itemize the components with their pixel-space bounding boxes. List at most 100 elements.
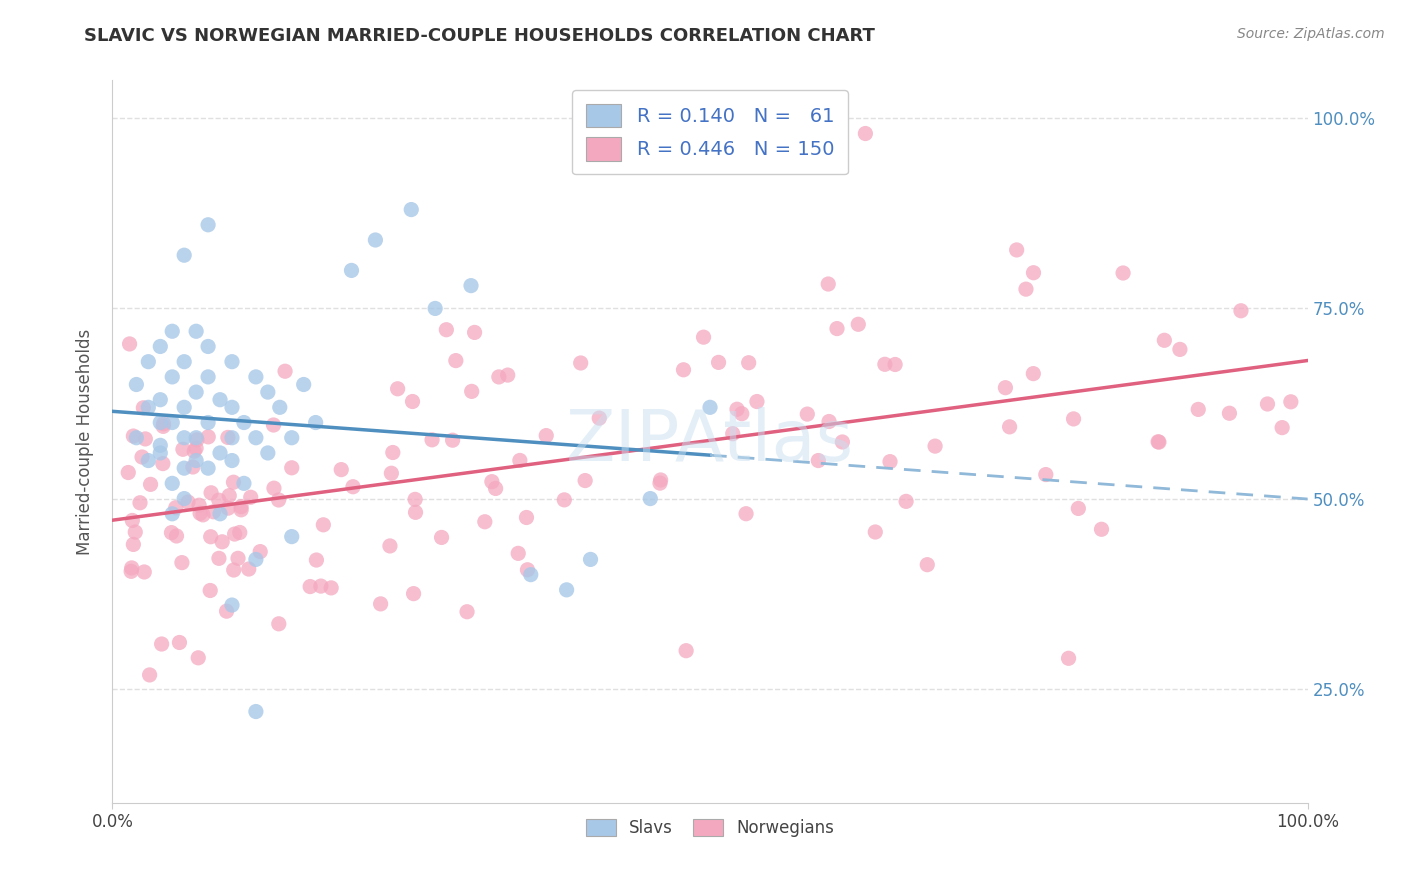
Point (269, 401, 291, 415)
Point (218, 489, 240, 503)
Point (138, 668, 160, 682)
Point (160, 525, 183, 540)
Point (134, 565, 156, 579)
Point (378, 539, 401, 553)
Point (173, 248, 195, 262)
Point (1090, 522, 1112, 536)
Point (1279, 394, 1302, 409)
Point (267, 493, 290, 508)
Point (186, 385, 208, 400)
Point (508, 546, 530, 560)
Point (125, 431, 148, 445)
Point (224, 527, 246, 541)
Point (569, 356, 592, 370)
Point (121, 561, 143, 575)
Point (1168, 343, 1191, 357)
Point (238, 562, 260, 576)
Point (208, 551, 231, 566)
Point (221, 401, 243, 415)
Point (831, 434, 853, 449)
Point (183, 444, 205, 458)
Point (162, 416, 183, 430)
Point (484, 482, 506, 496)
Point (197, 370, 219, 384)
Point (1063, 412, 1085, 426)
Point (217, 430, 239, 444)
Point (430, 531, 453, 545)
Point (330, 462, 353, 476)
Point (132, 401, 155, 415)
Point (745, 394, 768, 409)
Point (555, 582, 578, 597)
Point (1153, 334, 1175, 348)
Point (231, 500, 253, 514)
Point (197, 339, 219, 353)
Point (188, 506, 211, 520)
Point (239, 490, 262, 504)
Point (162, 370, 183, 384)
Point (553, 492, 575, 507)
Point (209, 507, 232, 521)
Point (122, 537, 145, 551)
Point (759, 122, 782, 136)
Point (731, 407, 754, 421)
Point (404, 492, 426, 507)
Point (200, 530, 222, 544)
Point (233, 416, 256, 430)
Point (197, 218, 219, 232)
Point (520, 567, 543, 582)
Point (879, 455, 901, 469)
Point (149, 446, 172, 460)
Point (456, 605, 478, 619)
Point (200, 583, 222, 598)
Point (640, 491, 662, 506)
Point (342, 480, 364, 494)
Point (125, 377, 148, 392)
Text: ZIPAtlas: ZIPAtlas (567, 407, 853, 476)
Point (917, 558, 939, 572)
Point (441, 433, 464, 447)
Point (1005, 243, 1028, 257)
Point (162, 507, 183, 521)
Point (245, 431, 267, 445)
Point (309, 579, 332, 593)
Point (281, 431, 304, 445)
Point (208, 493, 231, 508)
Point (725, 402, 748, 417)
Point (509, 453, 531, 467)
Point (380, 467, 402, 481)
Point (312, 517, 335, 532)
Point (1230, 303, 1253, 318)
Point (1218, 406, 1240, 420)
Point (699, 401, 721, 415)
Point (149, 339, 172, 353)
Point (209, 392, 232, 407)
Point (381, 445, 404, 459)
Point (263, 417, 285, 432)
Point (226, 551, 249, 566)
Point (139, 477, 162, 491)
Point (186, 324, 208, 338)
Point (169, 635, 191, 649)
Point (117, 466, 139, 480)
Point (118, 337, 141, 351)
Point (215, 604, 238, 618)
Text: Source: ZipAtlas.com: Source: ZipAtlas.com (1237, 27, 1385, 41)
Point (534, 428, 557, 442)
Point (188, 498, 211, 512)
Point (675, 643, 697, 657)
Text: SLAVIC VS NORWEGIAN MARRIED-COUPLE HOUSEHOLDS CORRELATION CHART: SLAVIC VS NORWEGIAN MARRIED-COUPLE HOUSE… (84, 27, 875, 45)
Point (707, 355, 730, 369)
Point (280, 460, 302, 475)
Point (1271, 420, 1294, 434)
Point (444, 353, 467, 368)
Point (211, 534, 233, 549)
Point (364, 233, 387, 247)
Point (150, 637, 173, 651)
Point (122, 429, 145, 443)
Point (515, 510, 537, 524)
Point (292, 377, 315, 392)
Point (245, 552, 267, 566)
Point (1022, 367, 1045, 381)
Point (1035, 467, 1057, 482)
